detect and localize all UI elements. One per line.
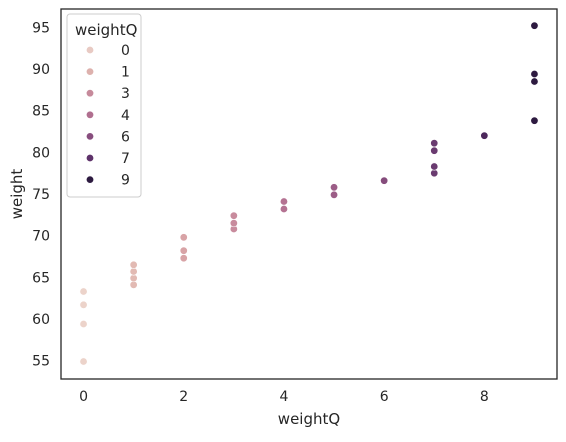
y-tick-label: 80 <box>32 145 50 161</box>
data-points <box>79 21 539 366</box>
data-point <box>179 246 188 255</box>
legend-label: 0 <box>121 43 130 59</box>
y-tick-label: 55 <box>32 354 50 370</box>
y-tick-label: 70 <box>32 229 50 245</box>
legend-marker <box>86 132 95 141</box>
data-point <box>79 319 88 328</box>
x-tick-label: 8 <box>480 389 489 405</box>
x-tick-labels: 0 2 4 6 8 <box>79 389 489 405</box>
legend-label: 4 <box>121 108 130 124</box>
plot-background <box>61 9 557 379</box>
data-point <box>179 233 188 242</box>
legend-marker <box>86 45 95 54</box>
data-point <box>530 77 539 86</box>
data-point <box>430 169 439 178</box>
x-tick-label: 2 <box>179 389 188 405</box>
legend-marker <box>86 89 95 98</box>
data-point <box>530 116 539 125</box>
legend-box <box>66 13 142 198</box>
data-point <box>129 280 138 289</box>
data-point <box>229 219 238 228</box>
legend-marker <box>86 67 95 76</box>
legend-label: 7 <box>121 151 130 167</box>
legend: weightQ 0 1 3 4 6 7 9 <box>66 13 142 198</box>
data-point <box>179 254 188 263</box>
data-point <box>229 211 238 220</box>
data-point <box>430 146 439 155</box>
legend-marker <box>86 110 95 119</box>
y-tick-label: 95 <box>32 20 50 36</box>
data-point <box>279 197 288 206</box>
legend-label: 3 <box>121 86 130 102</box>
y-tick-label: 90 <box>32 62 50 78</box>
y-tick-label: 60 <box>32 312 50 328</box>
legend-title: weightQ <box>75 21 137 39</box>
data-point <box>530 21 539 30</box>
legend-marker <box>86 175 95 184</box>
data-point <box>279 205 288 214</box>
data-point <box>480 131 489 140</box>
y-tick-label: 85 <box>32 104 50 120</box>
x-tick-label: 6 <box>380 389 389 405</box>
x-axis-label: weightQ <box>278 410 340 428</box>
legend-label: 1 <box>121 65 130 81</box>
data-point <box>129 260 138 269</box>
data-point <box>79 287 88 296</box>
data-point <box>79 300 88 309</box>
legend-marker <box>86 154 95 163</box>
data-point <box>380 176 389 185</box>
data-point <box>129 274 138 283</box>
y-tick-label: 65 <box>32 270 50 286</box>
y-axis-label: weight <box>8 169 26 220</box>
data-point <box>330 190 339 199</box>
x-tick-label: 4 <box>279 389 288 405</box>
data-point <box>330 183 339 192</box>
data-point <box>430 139 439 148</box>
y-tick-label: 75 <box>32 187 50 203</box>
plot-frame <box>60 8 558 380</box>
x-tick-label: 0 <box>79 389 88 405</box>
data-point <box>79 357 88 366</box>
data-point <box>530 70 539 79</box>
y-tick-labels: 55 60 65 70 75 80 85 90 95 <box>32 20 50 369</box>
data-point <box>129 267 138 276</box>
data-point <box>430 162 439 171</box>
legend-label: 6 <box>121 129 130 145</box>
legend-label: 9 <box>121 173 130 189</box>
